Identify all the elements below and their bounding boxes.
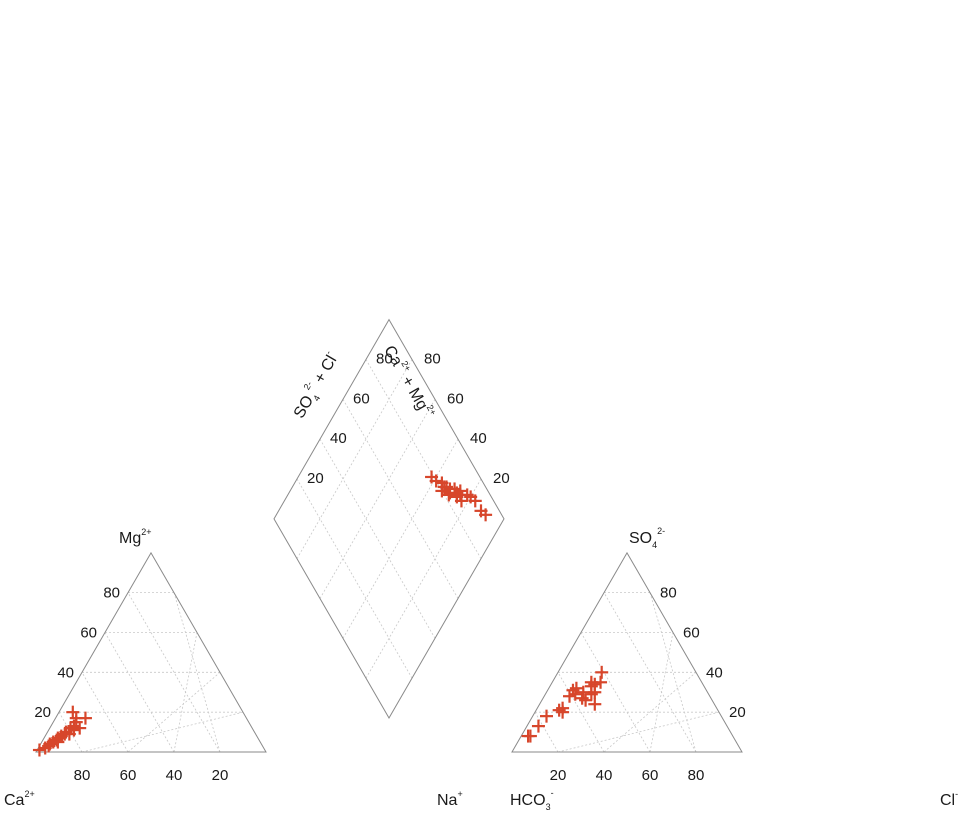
grid-line — [127, 592, 221, 753]
tick-label: 40 — [596, 767, 613, 784]
tick-label: 20 — [34, 704, 51, 721]
grid-line — [580, 632, 651, 753]
diamond-point — [450, 486, 464, 500]
tick-label: 60 — [642, 767, 659, 784]
tick-label: 80 — [376, 350, 393, 367]
grid-line — [557, 672, 605, 753]
grid-line — [173, 592, 221, 753]
anion-point — [594, 675, 608, 689]
grid-line — [104, 632, 175, 753]
grid-line — [81, 672, 129, 753]
grid-line — [365, 359, 482, 559]
grid-line — [342, 399, 459, 599]
cation-point — [66, 705, 80, 719]
grid-line — [81, 711, 244, 753]
diagram-frames — [35, 318, 743, 753]
tick-label: 60 — [120, 767, 137, 784]
cation-point — [51, 731, 65, 745]
cation-point — [32, 743, 46, 757]
cation-point — [78, 711, 92, 725]
anion-point — [523, 729, 537, 743]
tick-label: 80 — [74, 767, 91, 784]
diamond-point — [435, 484, 449, 498]
anion-triangle-frame — [511, 551, 743, 753]
tick-label: 40 — [470, 430, 487, 447]
anion-point — [531, 719, 545, 733]
tick-label: 60 — [353, 390, 370, 407]
grid-line — [127, 672, 221, 753]
anion-point — [556, 701, 570, 715]
anion-point — [579, 693, 593, 707]
grid-line — [319, 438, 436, 639]
tick-label: 40 — [57, 664, 74, 681]
data-points — [32, 470, 609, 757]
grid-line — [365, 478, 482, 679]
tick-label: 60 — [447, 390, 464, 407]
tick-label: 80 — [688, 767, 705, 784]
tick-label: 60 — [683, 624, 700, 641]
anion-point — [568, 687, 582, 701]
grid-line — [557, 711, 720, 753]
anion-point — [576, 685, 590, 699]
diamond-frame — [273, 318, 505, 720]
tick-label: 80 — [660, 585, 677, 602]
grid-line — [342, 438, 459, 639]
tick-label: 20 — [729, 704, 746, 721]
anion-point — [595, 665, 609, 679]
tick-labels: 20 20 20 20 20 20 40 40 40 40 40 40 60 60 60 60 60 60 80 80… — [34, 350, 745, 784]
anion-point — [552, 703, 566, 717]
anion-point — [569, 681, 583, 695]
tick-label: 80 — [103, 585, 120, 602]
anion-point — [588, 697, 602, 711]
cation-point — [58, 727, 72, 741]
tick-label: 20 — [307, 470, 324, 487]
anion-point — [588, 677, 602, 691]
grid-line — [603, 592, 697, 753]
tick-label: 40 — [330, 430, 347, 447]
grid-lines — [58, 359, 720, 753]
cation-triangle-frame — [35, 551, 267, 753]
grid-line — [603, 672, 697, 753]
anion-right-label: Cl- — [940, 789, 958, 809]
anion-left-label: HCO3- — [510, 788, 554, 812]
diamond-point — [425, 470, 439, 484]
cation-left-label: Ca2+ — [4, 789, 35, 809]
cation-point — [73, 721, 87, 735]
cation-top-label: Mg2+ — [119, 527, 152, 547]
anion-point — [540, 709, 553, 723]
tick-label: 40 — [166, 767, 183, 784]
tick-label: 80 — [424, 350, 441, 367]
tick-label: 20 — [493, 470, 510, 487]
tick-label: 20 — [212, 767, 229, 784]
anion-top-label: SO42- — [629, 526, 665, 550]
tick-label: 40 — [706, 664, 723, 681]
diamond-point — [442, 488, 456, 502]
tick-label: 60 — [80, 624, 97, 641]
axis-labels: Ca2+ Na+Mg2+HCO3- Cl-SO42-SO42- + Cl- Ca2+ … — [4, 343, 958, 812]
cation-right-label: Na+ — [437, 789, 463, 809]
diamond-point — [474, 504, 488, 518]
grid-line — [296, 478, 413, 679]
tick-label: 20 — [550, 767, 567, 784]
grid-line — [649, 592, 697, 753]
